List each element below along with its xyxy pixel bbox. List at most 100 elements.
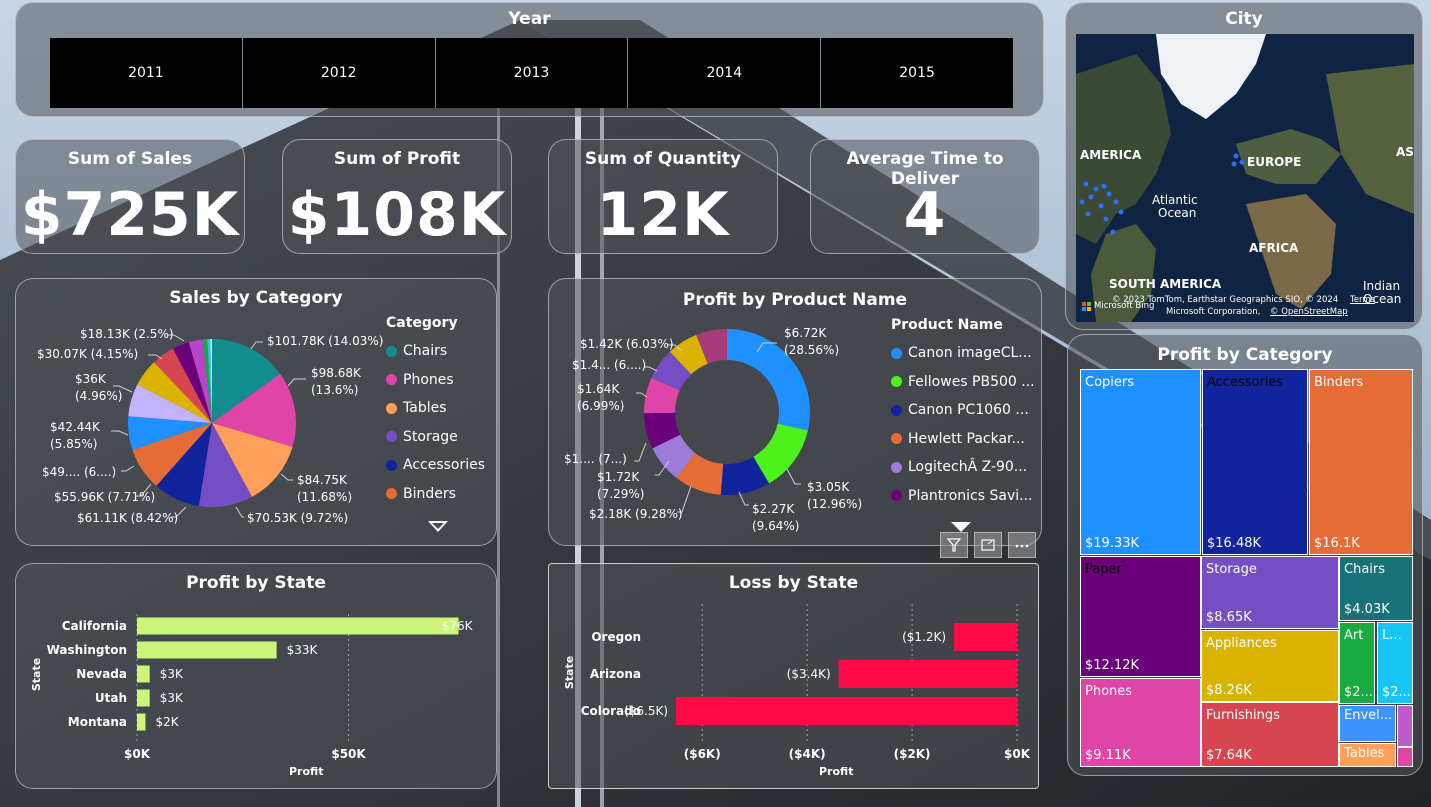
pie-slice[interactable] bbox=[128, 416, 212, 450]
legend-marker bbox=[891, 347, 902, 359]
treemap-cell[interactable]: Phones $9.11K bbox=[1080, 678, 1201, 767]
kpi-sum-of-quantity: Sum of Quantity 12K bbox=[548, 139, 778, 254]
year-option-2014[interactable]: 2014 bbox=[628, 38, 822, 108]
category-label: Utah bbox=[95, 691, 127, 705]
pie-slice[interactable] bbox=[137, 362, 212, 423]
category-legend: Category Chairs Phones Tables Storage Access… bbox=[386, 315, 485, 508]
map-osm-link[interactable]: © OpenStreetMap bbox=[1270, 307, 1348, 317]
legend-label: Accessories bbox=[403, 457, 486, 474]
treemap-cell[interactable]: Paper $12.12K bbox=[1080, 556, 1201, 677]
kpi-sum-of-profit: Sum of Profit $108K bbox=[282, 139, 512, 254]
focus-mode-icon[interactable] bbox=[974, 532, 1002, 558]
bar[interactable] bbox=[954, 623, 1017, 651]
legend-label: Fellowes PB500 ... bbox=[908, 373, 1035, 390]
data-label: $98.68K bbox=[311, 366, 362, 380]
data-label: $55.96K (7.71%) bbox=[54, 490, 155, 504]
pie-slice[interactable] bbox=[720, 456, 770, 495]
legend-item[interactable]: Plantronics Savi... bbox=[891, 482, 1035, 511]
bar[interactable] bbox=[137, 641, 277, 659]
legend-item[interactable]: Canon imageCL... bbox=[891, 339, 1035, 368]
legend-item[interactable]: Fellowes PB500 ... bbox=[891, 368, 1035, 397]
legend-item[interactable]: Tables bbox=[386, 394, 485, 423]
pie-slice[interactable] bbox=[210, 339, 212, 423]
pie-slice[interactable] bbox=[727, 329, 810, 431]
pie-slice[interactable] bbox=[753, 423, 808, 484]
year-option-2015[interactable]: 2015 bbox=[821, 38, 1013, 108]
data-label: ($1.2K) bbox=[902, 630, 946, 644]
pie-slice[interactable] bbox=[198, 423, 253, 507]
pie-slice[interactable] bbox=[212, 339, 281, 423]
pie-slice[interactable] bbox=[202, 339, 212, 423]
treemap-cell[interactable] bbox=[1397, 747, 1413, 767]
treemap-cell[interactable]: Art $2... bbox=[1339, 622, 1375, 704]
pie-slice[interactable] bbox=[676, 453, 724, 495]
treemap-cell[interactable]: Appliances $8.26K bbox=[1201, 630, 1339, 702]
treemap-cell[interactable]: Copiers $19.33K bbox=[1080, 369, 1201, 555]
map-label-south-america: SOUTH AMERICA bbox=[1109, 277, 1222, 291]
legend-item[interactable]: Binders bbox=[386, 480, 485, 509]
treemap-cell[interactable]: Storage $8.65K bbox=[1201, 556, 1339, 629]
data-label: $3K bbox=[160, 667, 184, 681]
pie-slice[interactable] bbox=[651, 351, 692, 391]
pie-slice[interactable] bbox=[696, 329, 727, 364]
treemap-cell[interactable] bbox=[1397, 705, 1413, 747]
map-terms-link[interactable]: Terms bbox=[1350, 295, 1376, 305]
treemap-value: $8.65K bbox=[1206, 610, 1252, 625]
pie-slice[interactable] bbox=[644, 412, 681, 449]
kpi-value: 4 bbox=[903, 180, 947, 250]
treemap-cell[interactable]: L... $2... bbox=[1377, 622, 1413, 704]
legend-item[interactable]: Canon PC1060 ... bbox=[891, 396, 1035, 425]
category-label: Oregon bbox=[591, 630, 641, 644]
treemap-cell[interactable]: Binders $16.1K bbox=[1309, 369, 1413, 555]
data-label: $2.18K (9.28%) bbox=[589, 507, 683, 521]
city-points bbox=[1079, 153, 1245, 235]
legend-item[interactable]: Accessories bbox=[386, 451, 485, 480]
legend-item[interactable]: LogitechÂ Z-90... bbox=[891, 453, 1035, 482]
pie-slice[interactable] bbox=[132, 423, 212, 486]
treemap-cell[interactable]: Accessories $16.48K bbox=[1202, 369, 1308, 555]
pie-slice[interactable] bbox=[212, 373, 296, 447]
legend-item[interactable]: Phones bbox=[386, 366, 485, 395]
treemap-cell[interactable]: Chairs $4.03K bbox=[1339, 556, 1413, 621]
bar[interactable] bbox=[838, 660, 1017, 688]
bar[interactable] bbox=[137, 665, 150, 683]
filter-icon[interactable] bbox=[940, 532, 968, 558]
data-label: ($6.5K) bbox=[624, 704, 668, 718]
leader-line bbox=[280, 473, 293, 481]
year-option-2013[interactable]: 2013 bbox=[435, 38, 629, 108]
treemap-value: $9.11K bbox=[1085, 748, 1131, 763]
year-option-2012[interactable]: 2012 bbox=[242, 38, 436, 108]
profit-by-category-card: Profit by Category Copiers $19.33K Accesso… bbox=[1067, 334, 1423, 776]
pie-slice[interactable] bbox=[188, 339, 212, 423]
legend-item[interactable]: Chairs bbox=[386, 337, 485, 366]
bar[interactable] bbox=[137, 689, 150, 707]
year-option-2011[interactable]: 2011 bbox=[50, 38, 243, 108]
city-map[interactable]: AMERICA EUROPE Atlantic Ocean AFRICA SOU… bbox=[1076, 34, 1414, 322]
legend-item[interactable]: Storage bbox=[386, 423, 485, 452]
bar[interactable] bbox=[676, 697, 1017, 725]
pie-slice[interactable] bbox=[207, 339, 212, 423]
more-options-icon[interactable] bbox=[1008, 532, 1036, 558]
data-label: $1.64K bbox=[577, 382, 620, 396]
x-tick-label: $50K bbox=[331, 747, 366, 761]
pie-slice[interactable] bbox=[153, 348, 212, 423]
treemap-value: $8.26K bbox=[1206, 683, 1252, 698]
bar[interactable] bbox=[137, 713, 146, 731]
leader-line bbox=[235, 506, 244, 518]
pie-slice[interactable] bbox=[669, 334, 708, 375]
pie-slice[interactable] bbox=[644, 377, 680, 414]
treemap-cell[interactable]: Furnishings $7.64K bbox=[1201, 702, 1339, 767]
legend-marker bbox=[386, 402, 397, 414]
pie-slice[interactable] bbox=[212, 423, 293, 497]
pie-slice[interactable] bbox=[128, 384, 212, 423]
treemap-cell[interactable]: Tables bbox=[1339, 743, 1396, 767]
pie-slice[interactable] bbox=[172, 342, 212, 423]
bar[interactable] bbox=[137, 617, 459, 635]
year-options: 2011 2012 2013 2014 2015 bbox=[50, 38, 1013, 108]
treemap-cell[interactable]: Envel... bbox=[1339, 705, 1396, 742]
data-label: $70.53K (9.72%) bbox=[247, 511, 348, 525]
data-label: $30.07K (4.15%) bbox=[37, 347, 138, 361]
pie-slice[interactable] bbox=[652, 434, 696, 478]
legend-item[interactable]: Hewlett Packar... bbox=[891, 425, 1035, 454]
pie-slice[interactable] bbox=[156, 423, 212, 506]
